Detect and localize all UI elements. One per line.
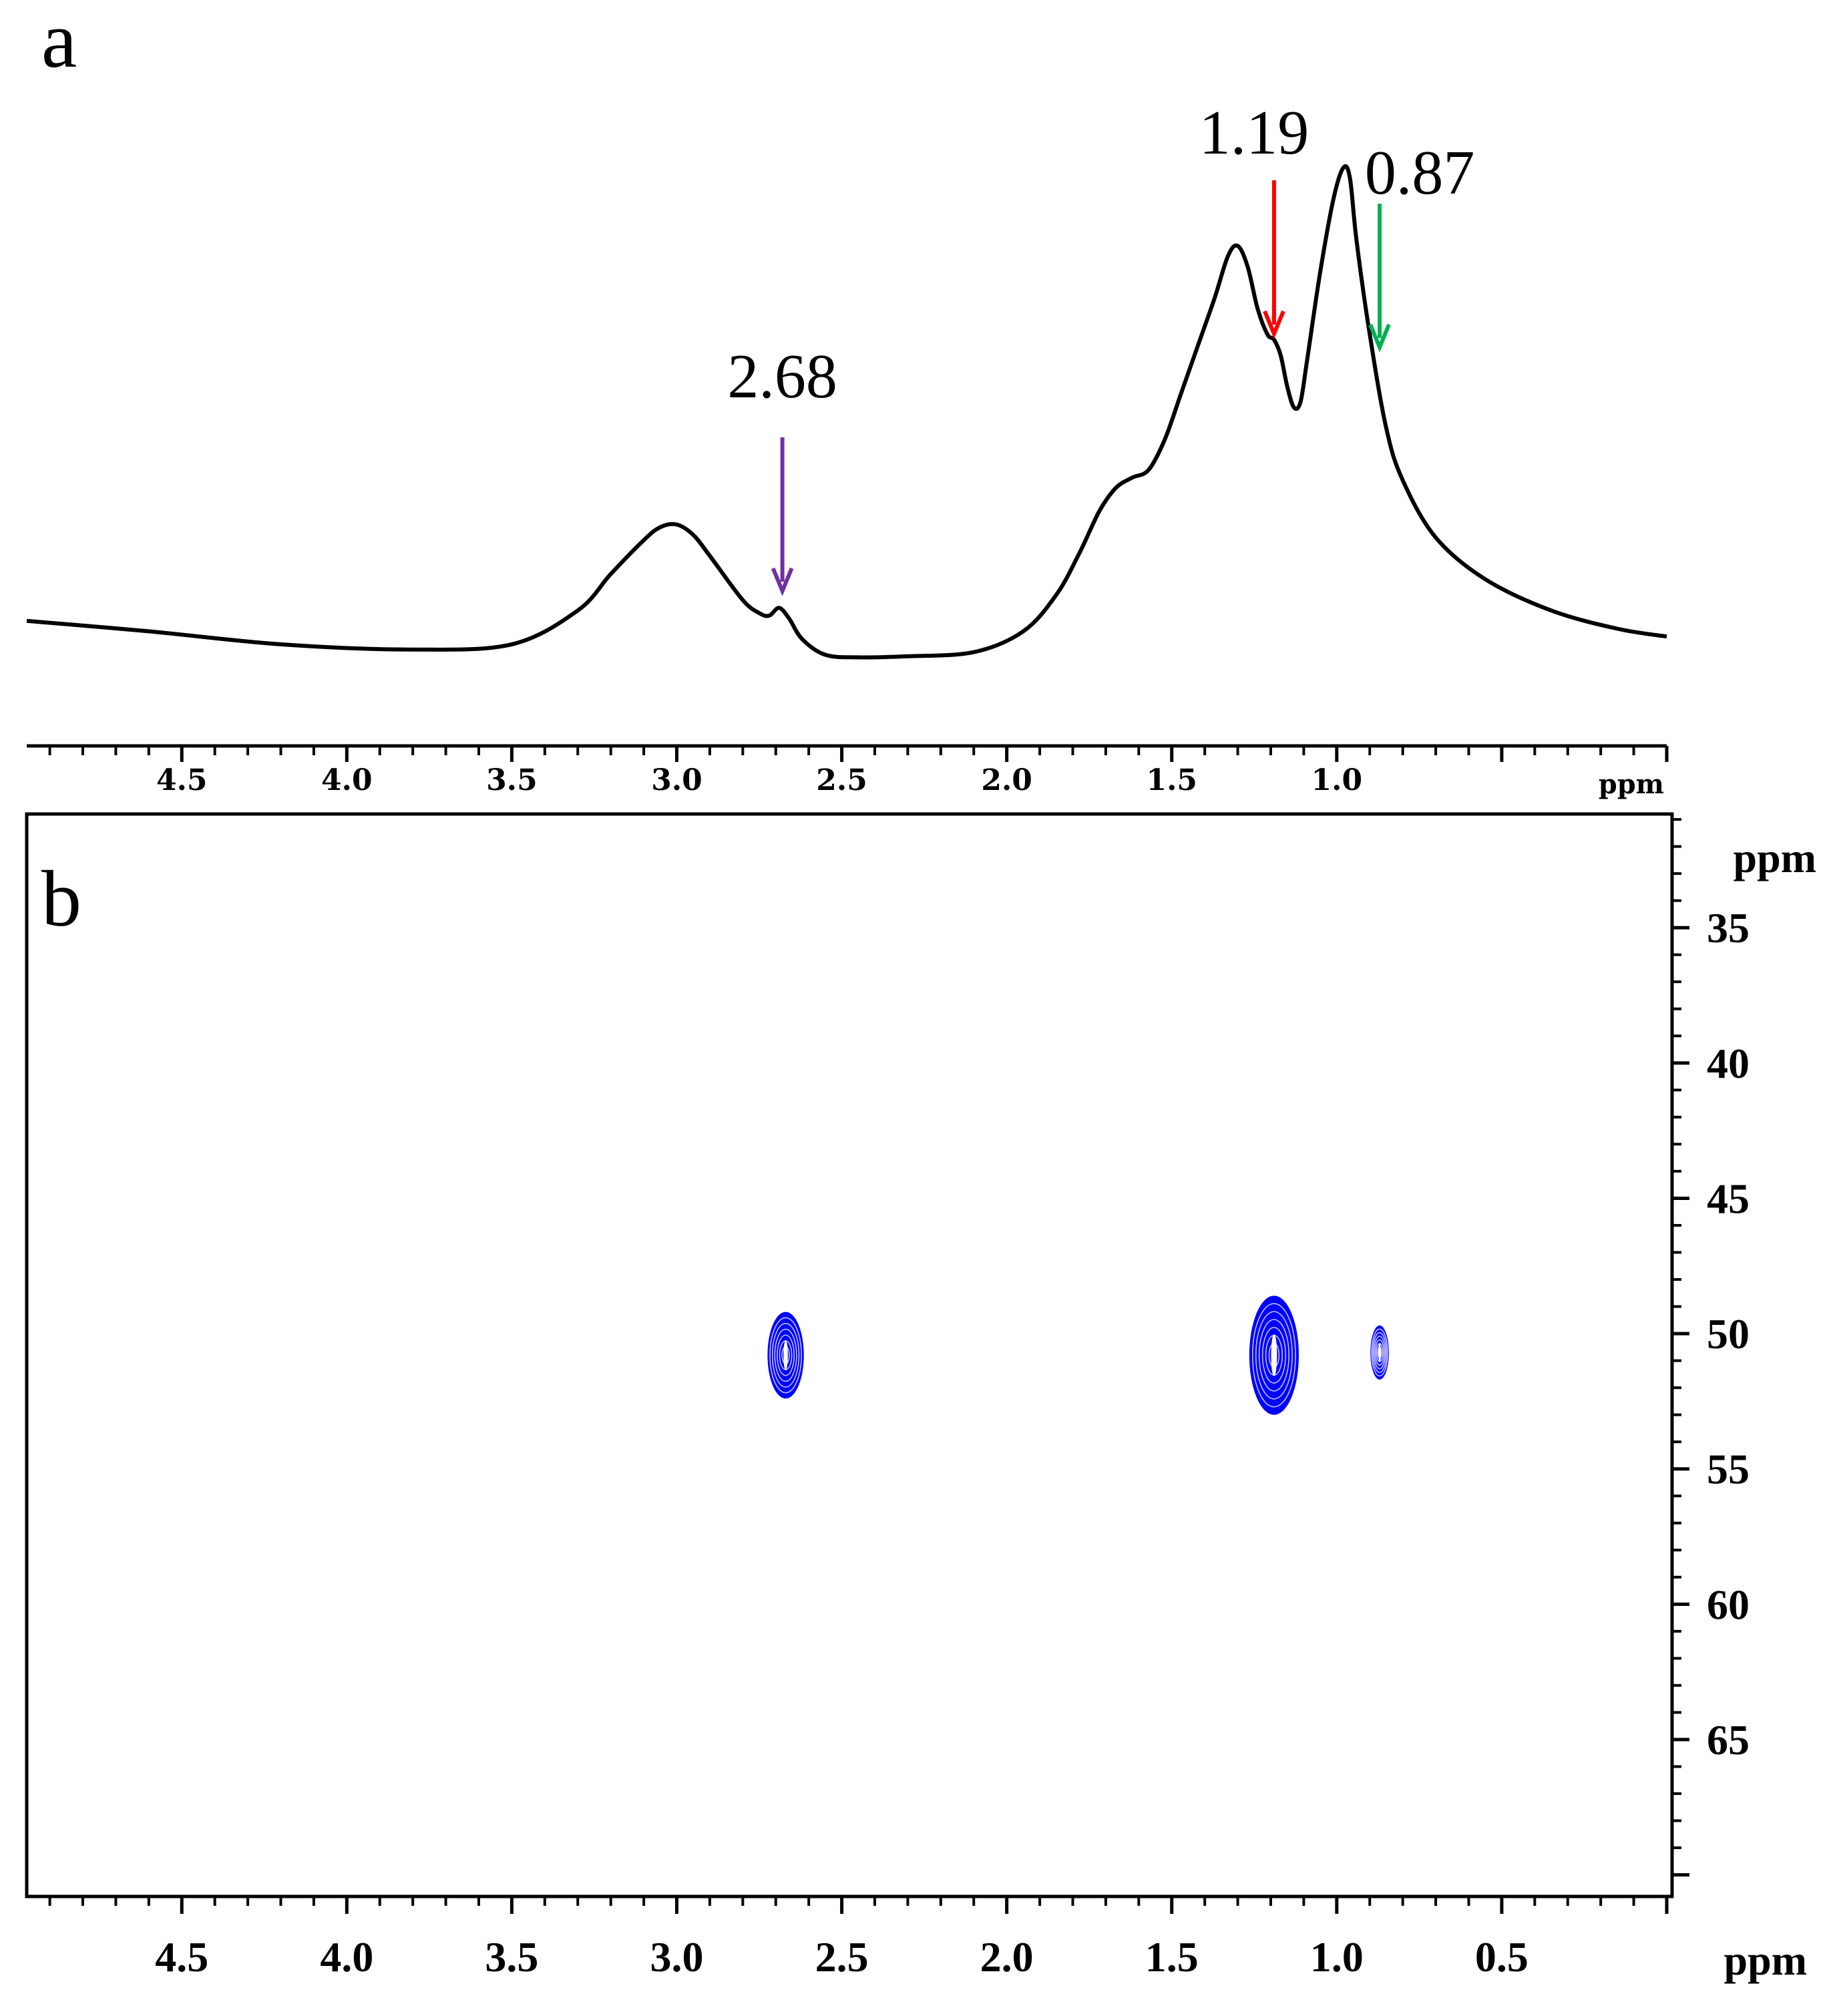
contour-peak	[1370, 1325, 1389, 1380]
x-ticks-b: 4.5 4.0 3.5 3.0 2.5 2.0 1.5 1.0 0.5	[48, 1896, 1669, 1981]
panel-b-hsqc: b 4.5 4.0 3.5 3.0 2.5 2.0 1.5 1.0 0.5 35 40 45 50 55…	[25, 812, 1817, 1984]
annotation-0.87: 0.87	[1365, 138, 1475, 353]
contour-peak	[1249, 1295, 1299, 1415]
contour-ring	[1372, 1332, 1388, 1373]
contour-peaks	[767, 1295, 1389, 1415]
contour-ring	[1374, 1339, 1385, 1366]
x-tick-label: 3.0	[651, 763, 702, 797]
contour-peak	[767, 1312, 804, 1399]
annotation-2.68: 2.68	[727, 342, 837, 596]
y-tick-label: 40	[1707, 1040, 1750, 1087]
annotation-label: 1.19	[1199, 98, 1309, 168]
x-tick-label: 4.0	[320, 1933, 373, 1981]
contour-ring	[771, 1323, 800, 1388]
y-tick-label: 50	[1707, 1310, 1750, 1358]
x-tick-label: 0.5	[1475, 1933, 1529, 1981]
x-axis-unit-a: ppm	[1599, 769, 1664, 800]
y-tick-label: 65	[1707, 1716, 1750, 1764]
peak-annotations: 2.68 1.19 0.87	[727, 98, 1475, 596]
plot-frame-b	[25, 812, 1674, 1898]
y-tick-label: 55	[1707, 1446, 1750, 1493]
x-tick-label: 2.5	[815, 1933, 869, 1981]
contour-center	[1378, 1343, 1382, 1362]
arrow-head	[1368, 323, 1391, 353]
x-tick-label: 2.0	[980, 1933, 1034, 1981]
contour-ring	[769, 1317, 802, 1394]
arrow-head	[771, 567, 794, 596]
annotation-label: 0.87	[1365, 138, 1475, 208]
y-axis-unit-b: ppm	[1734, 834, 1817, 881]
x-tick-label: 1.0	[1311, 763, 1363, 797]
contour-ring	[1371, 1328, 1388, 1377]
x-tick-label: 4.5	[155, 1933, 208, 1981]
annotation-label: 2.68	[727, 342, 837, 411]
contour-ring	[1258, 1319, 1289, 1392]
contour-center	[783, 1340, 788, 1371]
x-axis-unit-b: ppm	[1724, 1937, 1808, 1984]
y-tick-label: 45	[1707, 1175, 1750, 1222]
panel-a-1h-spectrum: a 2.681.190.87 4.5 4.0 3.5 3.0 2.5 2.0 1.5 1.0 …	[26, 0, 1669, 800]
y-ticks-b: 35 40 45 50 55 60 65	[1672, 818, 1750, 1877]
x-tick-label: 2.5	[816, 763, 867, 797]
contour-ring	[1252, 1303, 1296, 1408]
x-tick-label: 3.5	[486, 763, 538, 797]
x-tick-label: 3.5	[485, 1933, 538, 1981]
x-tick-label: 3.0	[650, 1933, 704, 1981]
y-tick-label: 60	[1707, 1581, 1750, 1628]
y-tick-label: 35	[1707, 904, 1750, 952]
x-ticks-a: 4.5 4.0 3.5 3.0 2.5 2.0 1.5 1.0	[48, 746, 1669, 797]
arrow-head	[1263, 310, 1285, 339]
spectrum-line	[26, 164, 1667, 660]
panel-b-letter: b	[41, 854, 81, 943]
contour-center	[1271, 1334, 1277, 1376]
contour-ring	[777, 1334, 795, 1376]
x-tick-label: 1.5	[1146, 763, 1197, 797]
x-tick-label: 1.0	[1310, 1933, 1364, 1981]
x-tick-label: 2.0	[981, 763, 1032, 797]
panel-a-letter: a	[41, 0, 77, 84]
contour-ring	[774, 1328, 797, 1382]
x-tick-label: 4.0	[321, 763, 373, 797]
x-tick-label: 4.5	[156, 763, 208, 797]
contour-ring	[1261, 1327, 1287, 1384]
contour-ring	[1373, 1336, 1386, 1370]
annotation-1.19: 1.19	[1199, 98, 1309, 339]
contour-ring	[1255, 1311, 1293, 1400]
x-tick-label: 1.5	[1145, 1933, 1199, 1981]
